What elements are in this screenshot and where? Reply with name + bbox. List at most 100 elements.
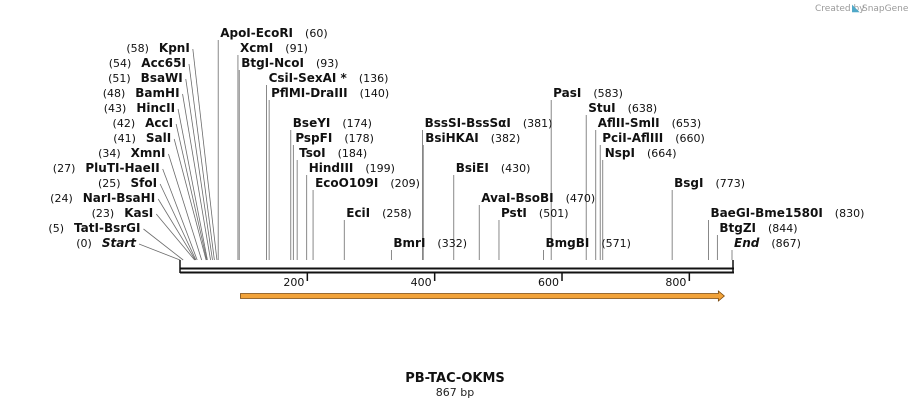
site-label-csii[interactable]: CsiI - SexAI * (136) (269, 71, 389, 85)
site-enzyme-name: Acc65I (141, 56, 186, 70)
site-enzyme-name: BsrGI (104, 221, 141, 235)
site-label-acci[interactable]: (42) AccI (113, 116, 174, 130)
site-position: (178) (344, 132, 374, 145)
site-leader (157, 198, 196, 261)
site-label-sfoi[interactable]: (25) SfoI (98, 176, 157, 190)
site-enzyme-name: StuI (588, 101, 615, 115)
site-label-bmri[interactable]: BmrI (332) (393, 236, 467, 250)
site-label-pspfi[interactable]: PspFI (178) (295, 131, 374, 145)
site-position: (638) (628, 102, 658, 115)
site-label-bseyi[interactable]: BseYI (174) (293, 116, 372, 130)
site-label-bsgi[interactable]: BsgI (773) (674, 176, 745, 190)
site-position: (773) (715, 177, 745, 190)
site-enzyme-name: BsaWI (141, 71, 183, 85)
site-label-xmni[interactable]: (34) XmnI (98, 146, 165, 160)
site-label-ecoo109i[interactable]: EcoO109I (209) (315, 176, 420, 190)
site-position: (58) (126, 42, 149, 55)
site-label-apoi[interactable]: ApoI - EcoRI (60) (220, 26, 327, 40)
site-label-bsssi[interactable]: BssSI - BssSαI (381) (425, 116, 553, 130)
site-label-bsihkai[interactable]: BsiHKAI (382) (425, 131, 520, 145)
site-position: (430) (501, 162, 531, 175)
site-label-sali[interactable]: (41) SalI (113, 131, 171, 145)
site-separator: - (251, 26, 256, 40)
site-leader (188, 63, 215, 261)
site-label-bsiei[interactable]: BsiEI (430) (456, 161, 531, 175)
site-leader (138, 243, 181, 261)
site-label-stui[interactable]: StuI (638) (588, 101, 657, 115)
site-position: (199) (365, 162, 395, 175)
site-label-bsawi[interactable]: (51) BsaWI (108, 71, 183, 85)
site-label-start[interactable]: (0) Start (76, 236, 137, 250)
site-leader-lines (138, 40, 733, 261)
site-position: (174) (342, 117, 372, 130)
feature-arrow[interactable] (240, 290, 725, 302)
site-label-bamhi[interactable]: (48) BamHI (103, 86, 180, 100)
site-enzyme-name: AflIII (632, 131, 664, 145)
site-position: (0) (76, 237, 92, 250)
site-label-hindiii[interactable]: HindIII (199) (309, 161, 395, 175)
site-label-baegi[interactable]: BaeGI - Bme1580I (830) (710, 206, 864, 220)
site-label-avai[interactable]: AvaI - BsoBI (470) (481, 191, 595, 205)
site-enzyme-name: HincII (136, 101, 175, 115)
site-position: (27) (53, 162, 76, 175)
site-label-psti[interactable]: PstI (501) (501, 206, 569, 220)
site-position: (140) (360, 87, 390, 100)
site-label-pcii[interactable]: PciI - AflIII (660) (602, 131, 705, 145)
site-label-pluti[interactable]: (27) PluTI - HaeII (53, 161, 160, 175)
site-position: (583) (593, 87, 623, 100)
site-enzyme-name: BmgBI (546, 236, 590, 250)
site-label-ecii[interactable]: EciI (258) (346, 206, 411, 220)
site-enzyme-name: TsoI (299, 146, 325, 160)
site-enzyme-name: SmlI (630, 116, 660, 130)
site-separator: - (99, 221, 104, 235)
site-enzyme-name: Bme1580I (755, 206, 823, 220)
site-position: (501) (539, 207, 569, 220)
site-leader (173, 138, 207, 261)
site-position: (43) (104, 102, 127, 115)
site-label-nspi[interactable]: NspI (664) (605, 146, 677, 160)
site-label-pasi[interactable]: PasI (583) (553, 86, 623, 100)
site-separator: - (627, 131, 632, 145)
site-enzyme-name: BsoBI (515, 191, 553, 205)
site-leader (162, 168, 198, 261)
site-label-xcmi[interactable]: XcmI (91) (240, 41, 308, 55)
site-label-hincii[interactable]: (43) HincII (104, 101, 175, 115)
site-position: (34) (98, 147, 121, 160)
site-separator: - (119, 161, 124, 175)
site-label-tati[interactable]: (5) TatI - BsrGI (48, 221, 140, 235)
site-separator: - (111, 191, 116, 205)
site-enzyme-name: BmrI (393, 236, 425, 250)
site-enzyme-name: PluTI (85, 161, 119, 175)
site-enzyme-name: AccI (145, 116, 173, 130)
site-label-tsoi[interactable]: TsoI (184) (299, 146, 367, 160)
site-position: (24) (50, 192, 73, 205)
site-label-bmgbi[interactable]: BmgBI (571) (546, 236, 631, 250)
site-position: (48) (103, 87, 126, 100)
site-labels: (0) Start(5) TatI - BsrGI(23) KasI(24) NarI … (48, 26, 864, 250)
site-label-end[interactable]: End (867) (734, 236, 801, 250)
site-label-kasi[interactable]: (23) KasI (92, 206, 154, 220)
feature-arrow-shape[interactable] (240, 290, 725, 302)
site-position: (5) (48, 222, 64, 235)
site-label-pflmi[interactable]: PflMI - DraIII (140) (271, 86, 389, 100)
site-label-nari[interactable]: (24) NarI - BsaHI (50, 191, 155, 205)
site-enzyme-name: PciI (602, 131, 627, 145)
site-label-acc65i[interactable]: (54) Acc65I (109, 56, 186, 70)
site-leader (182, 93, 211, 261)
site-enzyme-name: End (734, 236, 760, 250)
site-position: (470) (566, 192, 596, 205)
site-position: (23) (92, 207, 115, 220)
site-position: (91) (285, 42, 308, 55)
site-label-btgzi[interactable]: BtgZI (844) (719, 221, 797, 235)
site-label-btgi[interactable]: BtgI - NcoI (93) (241, 56, 338, 70)
site-position: (42) (113, 117, 136, 130)
snapgene-logo-icon: ◣ (852, 3, 860, 14)
site-label-kpni[interactable]: (58) KpnI (126, 41, 189, 55)
site-position: (571) (601, 237, 631, 250)
site-leader (185, 78, 213, 261)
ruler-ticks: 200 400 600 800 (283, 273, 691, 289)
site-enzyme-name: PasI (553, 86, 581, 100)
ruler-tick-label: 400 (411, 276, 432, 289)
site-label-aflii[interactable]: AflII - SmlI (653) (598, 116, 701, 130)
site-position: (382) (491, 132, 521, 145)
